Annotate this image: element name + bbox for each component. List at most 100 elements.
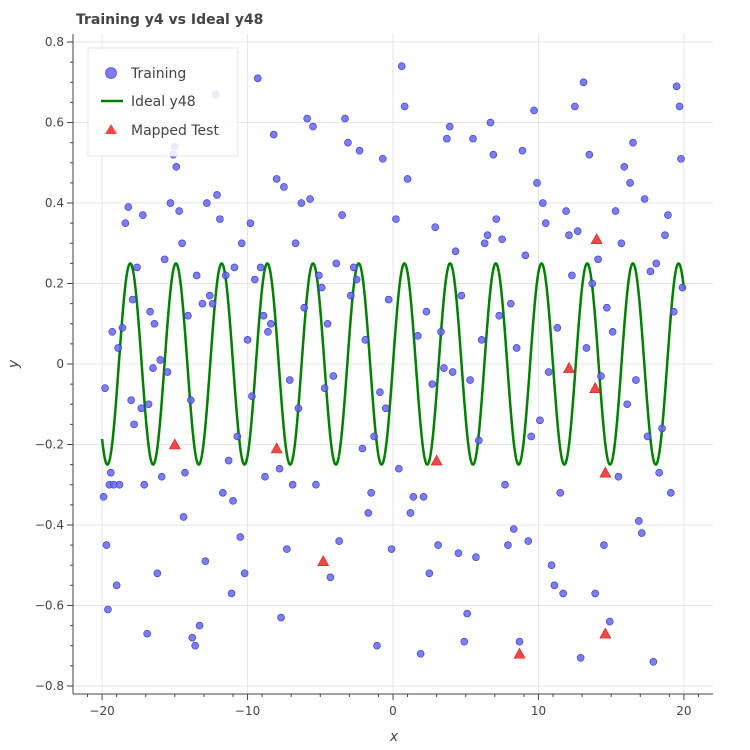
training-point	[445, 122, 454, 131]
ideal-line-layer	[100, 262, 686, 466]
training-point	[454, 549, 463, 557]
training-point	[387, 545, 396, 553]
training-point	[288, 480, 297, 489]
training-point	[413, 332, 422, 340]
training-point	[355, 146, 364, 155]
test-point	[599, 466, 612, 478]
training-point	[585, 150, 594, 159]
training-point	[283, 545, 291, 553]
training-point	[512, 344, 521, 352]
y-tick-label: −0.6	[35, 598, 64, 612]
training-point	[406, 509, 415, 517]
training-point	[221, 271, 230, 280]
training-point	[195, 621, 204, 630]
training-point	[329, 372, 338, 380]
training-point	[237, 239, 246, 248]
test-point	[168, 438, 181, 450]
training-point	[191, 641, 199, 650]
training-point	[658, 424, 666, 433]
training-point	[179, 513, 188, 521]
training-point	[338, 211, 346, 219]
training-point	[501, 480, 509, 489]
training-point	[229, 497, 237, 505]
training-point	[495, 311, 503, 320]
training-point	[128, 295, 137, 304]
training-point	[541, 219, 550, 227]
training-point	[536, 416, 544, 425]
training-point	[573, 227, 582, 235]
training-point	[559, 589, 567, 598]
training-point	[107, 468, 115, 477]
test-points-layer	[168, 233, 612, 659]
training-point	[115, 480, 124, 489]
y-tick-label: 0.8	[45, 35, 64, 49]
training-point	[192, 271, 201, 280]
test-point	[599, 627, 612, 639]
training-point	[437, 327, 445, 336]
training-point	[556, 488, 565, 497]
training-point	[344, 138, 352, 147]
training-point	[99, 492, 108, 501]
training-point	[597, 372, 605, 380]
training-point	[187, 396, 195, 405]
training-point	[347, 291, 355, 300]
training-point	[489, 150, 498, 159]
training-point	[140, 480, 149, 489]
training-point	[130, 420, 138, 429]
training-point	[163, 368, 172, 376]
legend-test-label: Mapped Test	[131, 123, 219, 139]
training-point	[208, 299, 217, 308]
training-point	[678, 283, 687, 292]
training-point	[379, 154, 387, 163]
training-point	[227, 589, 236, 598]
training-point	[626, 179, 634, 187]
axes: −20 −10 0 10 20 −0.8 −0.6 −0.4 −0.2 0 0.2 0.4 0.6 0.8	[35, 34, 713, 718]
training-point	[198, 299, 207, 308]
training-point	[419, 492, 428, 501]
training-point	[277, 613, 285, 622]
training-point	[143, 629, 151, 638]
training-point	[448, 368, 457, 376]
training-point	[603, 303, 611, 312]
training-point	[655, 468, 663, 477]
training-point	[416, 649, 425, 658]
test-point	[589, 382, 602, 393]
training-point	[306, 195, 314, 203]
training-point	[364, 509, 373, 517]
training-point	[460, 637, 469, 646]
training-point	[261, 472, 269, 481]
x-tick-label: −20	[89, 704, 114, 718]
legend: Training Ideal y48 Mapped Test	[87, 47, 239, 157]
training-point	[515, 637, 524, 646]
training-point	[272, 175, 281, 183]
training-point	[178, 239, 186, 248]
training-point	[392, 215, 400, 223]
training-point	[524, 537, 533, 545]
training-point	[434, 541, 442, 549]
training-point	[562, 207, 570, 215]
training-point	[275, 464, 284, 473]
training-point	[370, 432, 378, 441]
training-point	[320, 384, 329, 392]
training-point	[367, 488, 375, 497]
training-point	[457, 291, 466, 300]
ideal-line	[100, 262, 686, 466]
training-point	[312, 480, 320, 489]
training-point	[617, 239, 626, 248]
training-point	[565, 231, 573, 240]
training-point	[166, 199, 175, 207]
y-axis-label: y	[6, 359, 22, 369]
training-point	[259, 311, 268, 320]
training-point	[677, 154, 685, 163]
training-point	[146, 307, 154, 316]
training-point	[269, 130, 278, 139]
training-point	[395, 464, 403, 473]
training-point	[376, 388, 384, 396]
y-tick-label: −0.8	[35, 679, 64, 693]
test-point	[562, 361, 576, 373]
training-point	[661, 231, 669, 240]
training-point	[664, 211, 672, 219]
training-point	[381, 404, 390, 413]
training-point	[533, 179, 541, 187]
y-tick-label: −0.2	[35, 437, 64, 451]
